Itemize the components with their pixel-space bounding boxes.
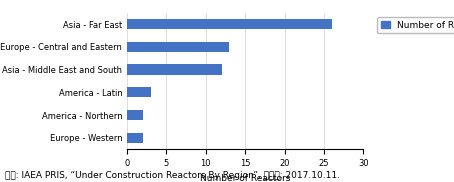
Bar	[127, 42, 229, 52]
Bar	[127, 87, 151, 98]
Legend: Number of Reactors: Number of Reactors	[377, 17, 454, 33]
Bar	[127, 133, 143, 143]
Bar	[127, 64, 222, 75]
Bar	[127, 19, 332, 29]
Text: 자료: IAEA PRIS, “Under Construction Reactors By Region”, 검색일: 2017.10.11.: 자료: IAEA PRIS, “Under Construction React…	[5, 171, 340, 180]
X-axis label: Number of Reactors: Number of Reactors	[200, 173, 291, 182]
Bar	[127, 110, 143, 120]
